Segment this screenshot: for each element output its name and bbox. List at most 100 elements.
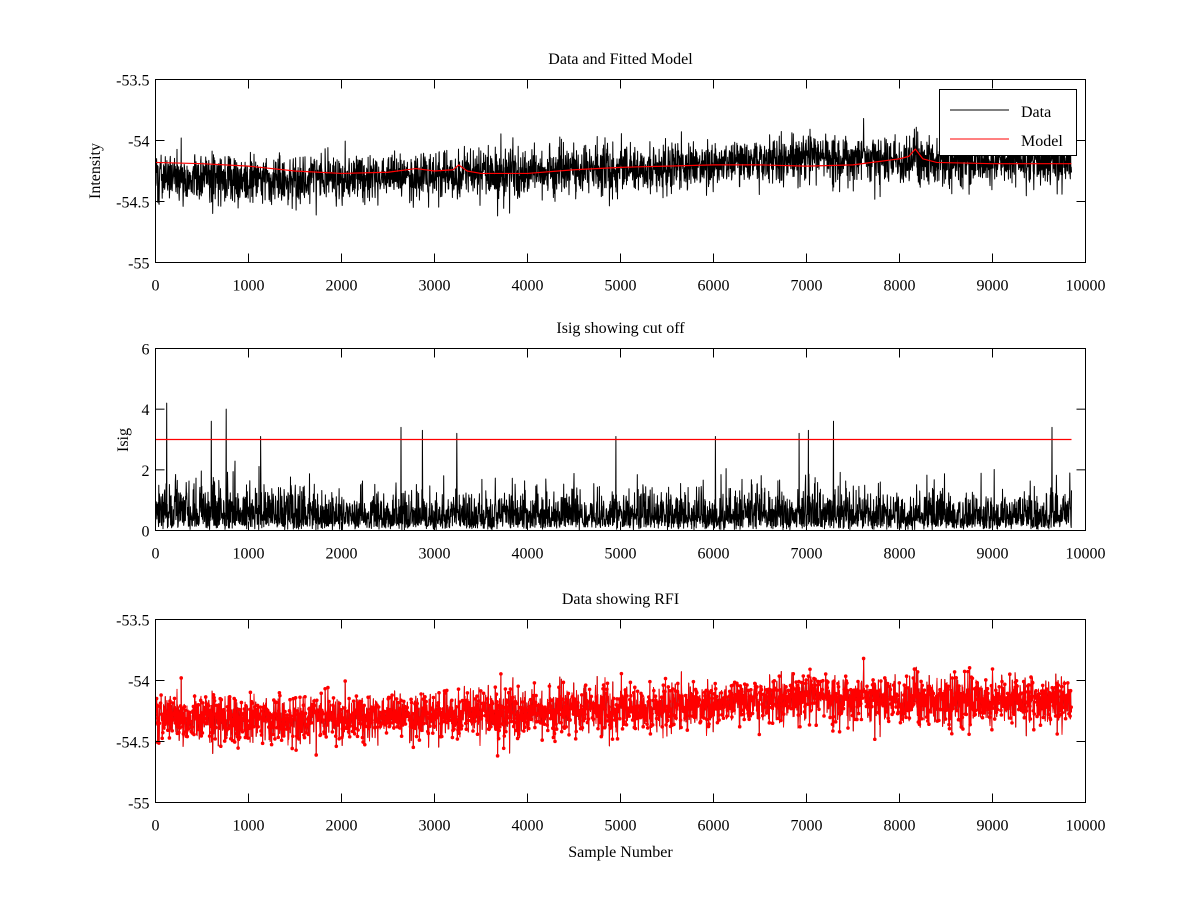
rfi-point (854, 689, 859, 693)
rfi-point (350, 729, 355, 734)
rfi-point (192, 694, 197, 698)
rfi-point (277, 691, 282, 695)
rfi-point (884, 694, 889, 699)
y-tick-label: -54.5 (116, 195, 149, 212)
rfi-point (798, 724, 802, 729)
rfi-point (259, 729, 263, 733)
rfi-point (299, 721, 303, 726)
rfi-point (455, 737, 460, 741)
rfi-point (864, 695, 868, 699)
rfi-point (317, 714, 322, 719)
rfi-point (1037, 692, 1042, 696)
rfi-point (463, 721, 468, 726)
rfi-point (802, 697, 806, 701)
rfi-point (448, 712, 453, 717)
rfi-point (676, 681, 680, 686)
rfi-point (885, 710, 889, 714)
rfi-point (245, 732, 249, 737)
rfi-point (156, 716, 161, 721)
rfi-point (504, 698, 509, 702)
rfi-point (610, 737, 615, 741)
rfi-point (410, 711, 415, 716)
rfi-point (769, 697, 773, 701)
rfi-point (345, 709, 350, 713)
rfi-point (162, 725, 166, 730)
rfi-point (171, 701, 175, 705)
rfi-point (566, 709, 570, 714)
rfi-point (811, 690, 816, 694)
x-tick-label: 2000 (326, 546, 358, 563)
rfi-point (467, 702, 471, 707)
rfi-point (279, 738, 284, 743)
rfi-point (274, 712, 279, 716)
rfi-point (804, 678, 808, 682)
ticks: 0 1000 2000 3000 4000 5000 6000 7000 8000 9000 100… (116, 73, 1105, 295)
rfi-point (634, 716, 639, 721)
rfi-point (499, 672, 503, 676)
rfi-point (254, 713, 258, 718)
rfi-point (509, 719, 514, 724)
rfi-point (434, 707, 439, 712)
rfi-point (370, 720, 374, 725)
rfi-point (363, 713, 368, 718)
rfi-point (456, 728, 460, 732)
y-tick-label: -54 (128, 134, 149, 151)
rfi-point (531, 693, 536, 698)
rfi-point (466, 718, 470, 723)
rfi-point (816, 682, 821, 687)
rfi-point (534, 693, 538, 698)
rfi-point (512, 716, 517, 721)
y-axis-label: Intensity (87, 143, 104, 199)
rfi-point (1010, 721, 1014, 725)
rfi-point (624, 723, 629, 727)
rfi-point (766, 690, 770, 695)
rfi-point (947, 722, 951, 727)
rfi-point (797, 679, 801, 684)
rfi-point (514, 701, 518, 706)
rfi-point (287, 726, 291, 731)
rfi-point (1030, 680, 1035, 685)
rfi-point (221, 707, 226, 712)
rfi-point (495, 699, 499, 704)
rfi-point (666, 685, 671, 689)
rfi-point (1054, 701, 1058, 706)
rfi-point (447, 718, 452, 723)
rfi-point (753, 681, 757, 686)
rfi-point (167, 736, 172, 740)
rfi-point (776, 716, 780, 721)
rfi-point (884, 702, 888, 706)
rfi-point (957, 684, 961, 688)
rfi-point (724, 695, 728, 699)
rfi-point (219, 744, 223, 748)
rfi-point (867, 712, 872, 717)
rfi-point (657, 710, 661, 714)
rfi-point (283, 709, 287, 714)
rfi-point (558, 707, 563, 712)
rfi-point (734, 695, 739, 700)
rfi-point (955, 689, 960, 694)
rfi-point (426, 731, 431, 736)
rfi-point (379, 716, 384, 720)
rfi-point (850, 700, 854, 705)
rfi-point (664, 708, 669, 712)
rfi-point (556, 702, 561, 707)
rfi-point (564, 725, 568, 729)
x-tick-label: 5000 (605, 818, 637, 835)
ticks: 0 1000 2000 3000 4000 5000 6000 7000 8000 9000 100… (116, 613, 1105, 835)
rfi-point (206, 704, 211, 708)
rfi-point (706, 700, 710, 704)
rfi-point (814, 697, 819, 701)
rfi-point (453, 714, 458, 719)
rfi-point (1068, 688, 1073, 693)
rfi-point (480, 713, 484, 718)
rfi-point (585, 720, 590, 725)
rfi-point (659, 695, 664, 700)
rfi-point (501, 746, 506, 751)
rfi-point (191, 704, 196, 709)
legend-label-data: Data (1021, 104, 1051, 121)
rfi-point (874, 702, 878, 707)
rfi-point (628, 697, 632, 702)
rfi-point (167, 704, 171, 708)
x-tick-label: 2000 (326, 278, 358, 295)
rfi-point (219, 697, 224, 702)
